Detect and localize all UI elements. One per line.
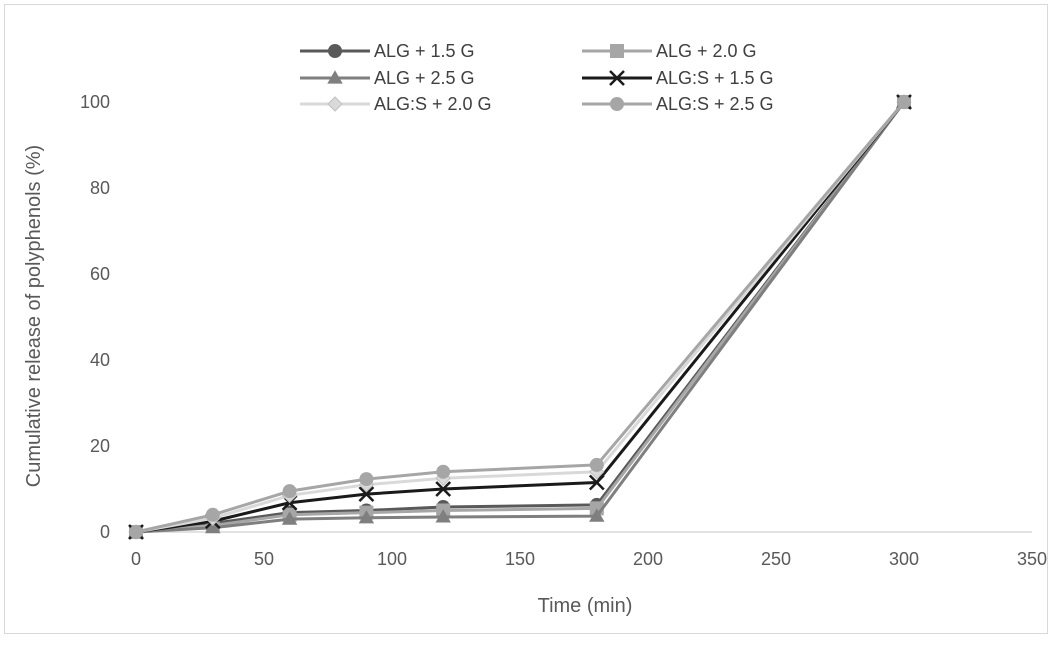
data-point <box>205 520 221 534</box>
legend-swatch-marker <box>328 44 342 58</box>
series-line <box>135 101 906 534</box>
y-tick-label: 60 <box>90 264 110 284</box>
y-tick-label: 100 <box>80 92 110 112</box>
legend: ALG + 1.5 G ALG + 2.0 G ALG + 2.5 G ALG:S +… <box>300 41 774 114</box>
legend-item: ALG:S + 2.0 G <box>300 94 492 114</box>
legend-label: ALG:S + 1.5 G <box>656 68 774 88</box>
legend-item: ALG:S + 2.5 G <box>582 94 774 114</box>
x-tick-label: 250 <box>761 549 791 569</box>
legend-swatch-marker <box>327 70 343 84</box>
x-tick-label: 100 <box>377 549 407 569</box>
series-1 <box>129 95 911 539</box>
data-point <box>897 95 911 109</box>
x-tick-label: 0 <box>131 549 141 569</box>
x-axis-title: Time (min) <box>538 595 633 617</box>
data-point <box>588 474 605 491</box>
y-tick-label: 0 <box>100 522 110 542</box>
series-6 <box>129 95 911 539</box>
legend-item: ALG + 2.0 G <box>582 41 757 61</box>
data-point <box>282 484 297 499</box>
data-point <box>129 525 143 539</box>
y-tick-label: 80 <box>90 178 110 198</box>
data-point <box>435 481 452 497</box>
data-point <box>358 510 375 524</box>
y-tick-label: 40 <box>90 350 110 370</box>
y-axis-title: Cumulative release of polyphenols (%) <box>23 145 45 487</box>
x-tick-label: 150 <box>505 549 535 569</box>
series-layer <box>128 94 912 540</box>
data-point <box>589 457 604 472</box>
legend-swatch-marker <box>609 70 625 86</box>
data-point <box>281 511 298 525</box>
tick-labels: 0 50 100 150 200 250 300 350 0 20 40 60 80 100 <box>80 92 1047 569</box>
legend-label: ALG:S + 2.0 G <box>374 94 492 114</box>
y-tick-label: 20 <box>90 436 110 456</box>
data-point <box>359 472 374 487</box>
series-5 <box>128 94 912 540</box>
series-2 <box>129 95 911 539</box>
legend-swatch-marker <box>327 96 343 112</box>
legend-item: ALG + 1.5 G <box>300 41 475 61</box>
legend-label: ALG + 1.5 G <box>374 41 475 61</box>
x-tick-label: 300 <box>889 549 919 569</box>
x-tick-label: 50 <box>254 549 274 569</box>
data-point <box>358 486 375 503</box>
data-point <box>589 508 605 522</box>
legend-swatch-marker <box>610 44 624 58</box>
x-tick-label: 200 <box>633 549 663 569</box>
x-tick-label: 350 <box>1017 549 1047 569</box>
legend-item: ALG:S + 1.5 G <box>582 68 774 88</box>
legend-label: ALG + 2.5 G <box>374 68 475 88</box>
legend-label: ALG + 2.0 G <box>656 41 757 61</box>
legend-item: ALG + 2.5 G <box>300 68 475 88</box>
legend-label: ALG:S + 2.5 G <box>656 94 774 114</box>
legend-swatch-marker <box>610 97 624 111</box>
series-3 <box>128 94 912 538</box>
data-point <box>435 509 451 523</box>
series-4 <box>128 94 912 540</box>
data-point <box>205 507 220 522</box>
data-point <box>436 464 451 479</box>
